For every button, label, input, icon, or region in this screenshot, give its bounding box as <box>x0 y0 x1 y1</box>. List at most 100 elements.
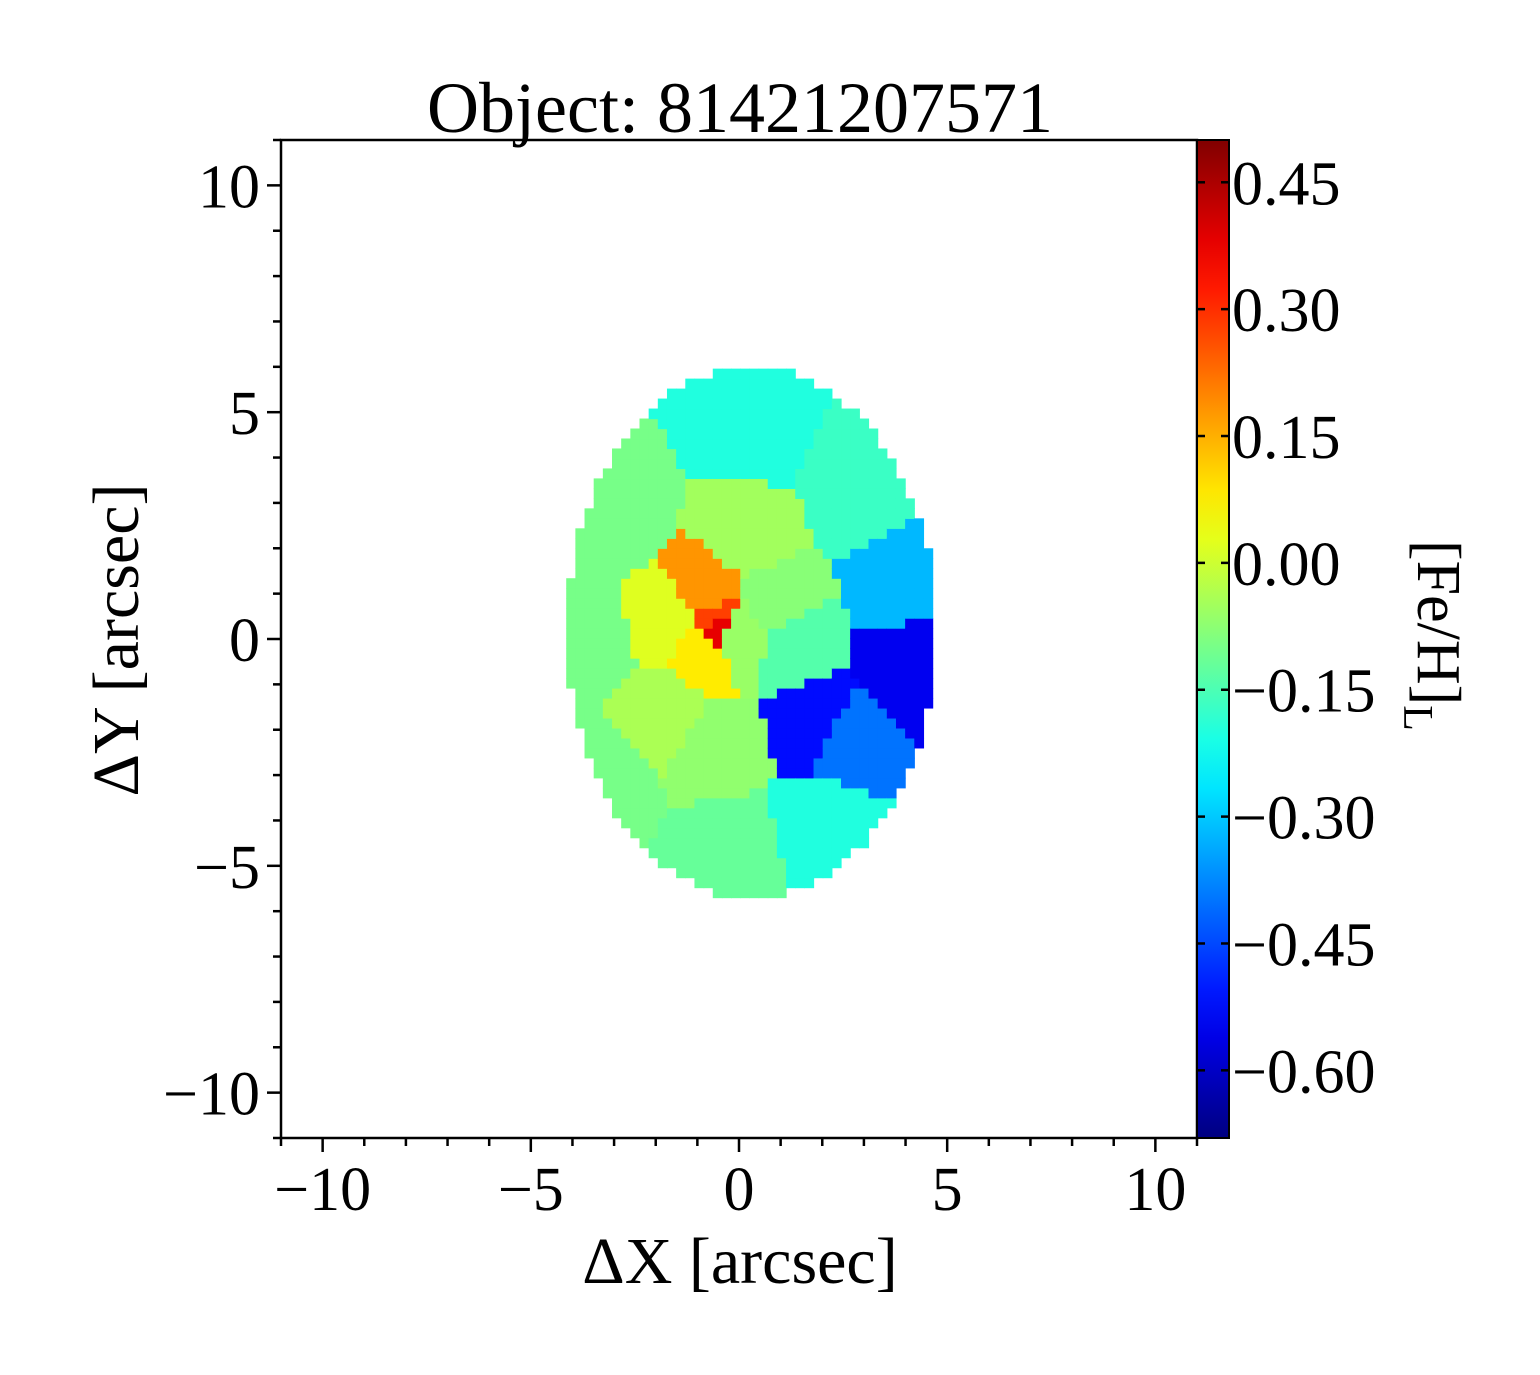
map-pixel <box>859 757 870 769</box>
map-pixel <box>758 498 769 509</box>
map-pixel <box>703 877 714 889</box>
map-pixel <box>795 787 805 799</box>
map-pixel <box>657 658 668 669</box>
map-pixel <box>776 508 787 519</box>
map-pixel <box>813 717 824 729</box>
map-pixel <box>804 378 815 390</box>
map-pixel <box>712 498 723 509</box>
map-pixel <box>786 727 796 739</box>
map-pixel <box>767 887 778 899</box>
map-pixel <box>749 658 760 669</box>
map-pixel <box>786 827 796 839</box>
map-pixel <box>666 498 677 509</box>
map-pixel <box>740 747 751 759</box>
map-pixel <box>694 807 705 819</box>
map-pixel <box>923 548 934 559</box>
map-pixel <box>767 648 778 659</box>
map-pixel <box>612 678 622 689</box>
map-pixel <box>740 817 751 829</box>
map-pixel <box>795 568 805 579</box>
map-pixel <box>676 498 686 509</box>
map-pixel <box>666 707 677 719</box>
map-pixel <box>850 658 860 669</box>
map-pixel <box>712 408 723 420</box>
map-pixel <box>859 628 870 639</box>
map-pixel <box>721 468 732 480</box>
map-pixel <box>566 588 576 599</box>
map-pixel <box>868 668 879 679</box>
map-pixel <box>831 817 842 829</box>
map-pixel <box>676 538 686 549</box>
map-pixel <box>758 877 769 889</box>
map-pixel <box>786 418 796 430</box>
map-pixel <box>676 478 686 489</box>
map-pixel <box>877 498 888 509</box>
map-pixel <box>831 757 842 769</box>
map-pixel <box>740 528 751 539</box>
map-pixel <box>831 548 842 559</box>
map-pixel <box>749 528 760 539</box>
map-pixel <box>639 538 650 549</box>
map-pixel <box>822 408 833 420</box>
map-pixel <box>657 747 668 759</box>
map-pixel <box>895 687 906 699</box>
map-pixel <box>694 767 705 779</box>
map-pixel <box>666 478 677 489</box>
map-pixel <box>813 638 824 649</box>
map-pixel <box>850 757 860 769</box>
map-pixel <box>703 478 714 489</box>
map-pixel <box>841 418 851 430</box>
map-pixel <box>767 498 778 509</box>
map-pixel <box>804 827 815 839</box>
map-pixel <box>877 528 888 539</box>
map-pixel <box>831 558 842 569</box>
map-pixel <box>721 777 732 789</box>
map-pixel <box>776 398 787 410</box>
map-pixel <box>868 478 879 489</box>
map-pixel <box>657 767 668 779</box>
map-pixel <box>648 598 659 609</box>
map-pixel <box>804 538 815 549</box>
map-pixel <box>758 678 769 689</box>
map-pixel <box>841 678 851 689</box>
map-pixel <box>813 508 824 519</box>
map-pixel <box>740 448 751 460</box>
map-pixel <box>694 757 705 769</box>
map-pixel <box>813 707 824 719</box>
map-pixel <box>786 468 796 480</box>
map-pixel <box>612 648 622 659</box>
map-pixel <box>850 488 860 499</box>
map-pixel <box>740 757 751 769</box>
map-pixel <box>612 697 622 709</box>
map-pixel <box>767 398 778 410</box>
map-pixel <box>767 867 778 879</box>
map-pixel <box>740 438 751 450</box>
map-pixel <box>612 468 622 480</box>
map-pixel <box>786 548 796 559</box>
map-pixel <box>621 498 631 509</box>
map-pixel <box>767 538 778 549</box>
map-pixel <box>639 767 650 779</box>
map-pixel <box>758 608 769 619</box>
map-pixel <box>877 508 888 519</box>
map-pixel <box>786 847 796 859</box>
map-pixel <box>886 648 897 659</box>
map-pixel <box>813 618 824 629</box>
map-pixel <box>813 678 824 689</box>
map-pixel <box>905 707 915 719</box>
map-pixel <box>685 548 696 559</box>
x-axis-ticks: −10 −5 0 5 10 <box>274 1138 1199 1224</box>
map-pixel <box>666 648 677 659</box>
map-pixel <box>731 608 741 619</box>
map-pixel <box>694 737 705 749</box>
map-pixel <box>731 847 741 859</box>
map-pixel <box>657 498 668 509</box>
map-pixel <box>786 797 796 809</box>
map-pixel <box>584 668 595 679</box>
map-pixel <box>868 548 879 559</box>
map-pixel <box>877 448 888 460</box>
map-pixel <box>822 488 833 499</box>
map-pixel <box>795 558 805 569</box>
map-pixel <box>712 687 723 699</box>
map-pixel <box>721 378 732 390</box>
